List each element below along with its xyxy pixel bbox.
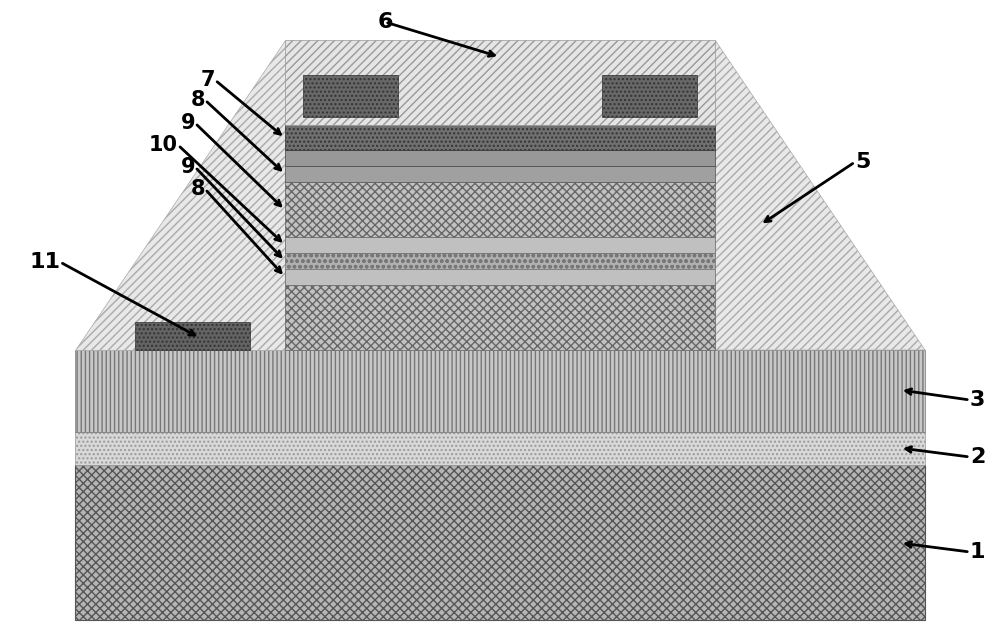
Text: 6: 6 — [377, 12, 393, 32]
Text: 9: 9 — [180, 113, 195, 133]
Text: 11: 11 — [29, 252, 60, 272]
Text: 7: 7 — [201, 70, 215, 90]
Bar — [285, 40, 715, 125]
Bar — [75, 350, 925, 432]
Bar — [285, 269, 715, 285]
Bar — [285, 285, 715, 350]
Text: 8: 8 — [191, 90, 205, 110]
Polygon shape — [715, 40, 925, 350]
Text: 2: 2 — [970, 447, 985, 467]
Bar — [75, 432, 925, 465]
Bar — [602, 75, 697, 117]
Bar — [75, 465, 925, 620]
Text: 8: 8 — [191, 179, 205, 199]
Text: 5: 5 — [855, 152, 870, 172]
Polygon shape — [75, 40, 285, 350]
Bar — [285, 166, 715, 182]
Text: 3: 3 — [970, 390, 985, 410]
Bar — [285, 182, 715, 237]
Bar — [285, 253, 715, 269]
Text: 10: 10 — [149, 135, 178, 155]
Bar — [135, 322, 250, 350]
Text: 9: 9 — [180, 157, 195, 177]
Bar — [303, 75, 398, 117]
Bar — [285, 237, 715, 253]
Text: 1: 1 — [970, 542, 985, 562]
Bar — [285, 150, 715, 166]
Bar — [285, 125, 715, 150]
